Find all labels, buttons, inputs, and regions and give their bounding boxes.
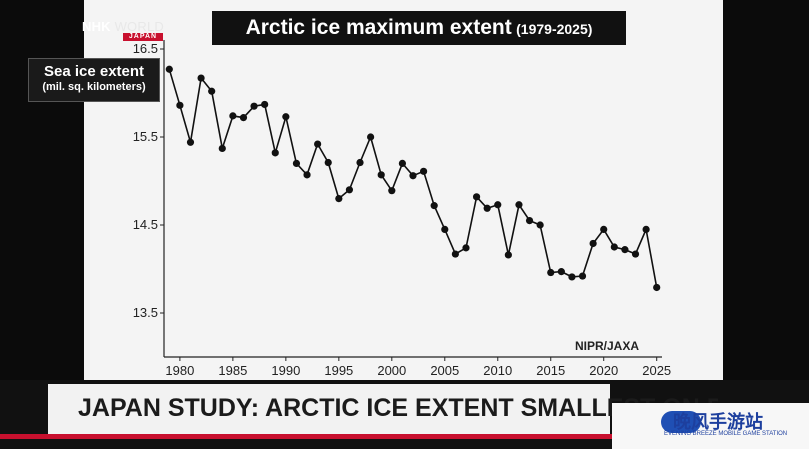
x-tick-label: 2010 xyxy=(483,363,512,378)
data-point xyxy=(292,159,301,167)
data-point xyxy=(653,283,661,292)
channel-logo: NHK WORLD xyxy=(82,20,164,33)
logo-main: NHK xyxy=(82,19,111,34)
logo-world: WORLD xyxy=(114,19,164,34)
chart-title-box: Arctic ice maximum extent (1979-2025) xyxy=(212,11,626,45)
data-point xyxy=(261,100,269,109)
data-point xyxy=(186,138,195,146)
data-point xyxy=(525,217,534,225)
data-point xyxy=(589,239,597,248)
chart-axes: 13.5 14.5 15.5 16.5 1980 1985 1990 1995 2000 2005… xyxy=(133,40,671,378)
data-point xyxy=(356,158,364,167)
data-point xyxy=(335,195,343,203)
data-point xyxy=(631,250,640,258)
data-point xyxy=(409,172,417,180)
right-letterbox xyxy=(723,0,809,380)
data-point xyxy=(314,140,322,148)
y-tick-label: 16.5 xyxy=(133,41,158,56)
y-tick-label: 15.5 xyxy=(133,129,158,144)
data-point xyxy=(398,159,407,167)
data-point xyxy=(282,113,290,121)
data-point xyxy=(218,144,226,153)
data-point xyxy=(324,158,332,167)
data-point xyxy=(483,204,491,212)
watermark-subtitle: EVENING BREEZE MOBILE GAME STATION xyxy=(664,431,788,437)
y-tick-label: 14.5 xyxy=(133,217,158,232)
data-point xyxy=(441,225,449,233)
chart-panel xyxy=(84,0,723,380)
watermark-badge xyxy=(661,411,701,433)
data-point xyxy=(419,167,428,175)
ticker-headline: JAPAN STUDY: ARCTIC ICE EXTENT SMALLEST … xyxy=(78,394,718,422)
x-tick-label: 2025 xyxy=(642,363,671,378)
data-point xyxy=(388,187,396,195)
data-point xyxy=(547,268,555,277)
data-point xyxy=(176,101,184,109)
data-point xyxy=(239,114,248,122)
logo-sub: JAPAN xyxy=(123,33,163,41)
data-point xyxy=(557,268,565,276)
x-tick-label: 2015 xyxy=(536,363,565,378)
data-point xyxy=(568,273,576,281)
data-point xyxy=(208,87,216,95)
x-tick-label: 2020 xyxy=(589,363,618,378)
ticker-band xyxy=(0,384,761,439)
data-point xyxy=(345,186,354,194)
y-axis-label: Sea ice extent xyxy=(43,63,145,80)
chart-series xyxy=(165,65,661,292)
data-point xyxy=(165,65,173,73)
data-point xyxy=(621,246,629,254)
x-tick-label: 1995 xyxy=(324,363,353,378)
data-point xyxy=(472,193,481,201)
data-point xyxy=(250,102,258,110)
x-tick-label: 2000 xyxy=(377,363,406,378)
data-point xyxy=(610,243,618,251)
data-point xyxy=(451,250,459,258)
data-point xyxy=(229,112,237,120)
x-tick-label: 1985 xyxy=(218,363,247,378)
data-point xyxy=(515,201,523,209)
data-point xyxy=(271,149,279,157)
data-point xyxy=(600,225,608,233)
x-tick-label: 1980 xyxy=(165,363,194,378)
y-tick-label: 13.5 xyxy=(133,305,158,320)
data-point xyxy=(367,133,375,141)
y-axis-unit: (mil. sq. kilometers) xyxy=(42,81,146,93)
line-chart: 13.5 14.5 15.5 16.5 1980 1985 1990 1995 2000 2005… xyxy=(133,40,671,378)
data-point xyxy=(377,171,385,179)
data-point xyxy=(642,225,650,233)
watermark-panel xyxy=(612,403,809,449)
x-tick-label: 1990 xyxy=(271,363,300,378)
data-point xyxy=(303,171,311,179)
x-tick-label: 2005 xyxy=(430,363,459,378)
data-point xyxy=(494,201,502,209)
y-axis-label-box: Sea ice extent (mil. sq. kilometers) xyxy=(28,58,160,102)
chart-title: Arctic ice maximum extent xyxy=(245,16,512,39)
data-point xyxy=(462,244,470,252)
data-point xyxy=(430,202,438,210)
data-point xyxy=(504,251,512,259)
watermark-title: 晚风手游站 xyxy=(673,412,763,432)
data-point xyxy=(578,272,587,280)
data-point xyxy=(536,221,544,229)
source-credit: NIPR/JAXA xyxy=(575,339,640,353)
chart-subtitle: (1979-2025) xyxy=(516,21,593,37)
data-point xyxy=(197,74,205,82)
